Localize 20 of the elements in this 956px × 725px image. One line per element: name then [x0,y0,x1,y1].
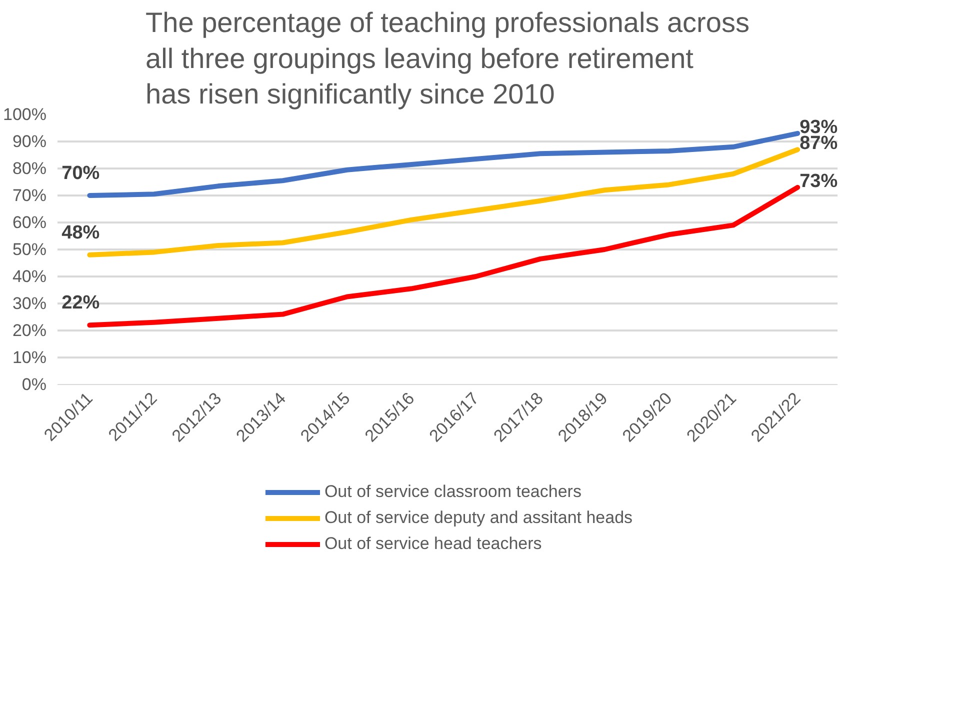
y-tick-label: 60% [12,213,47,232]
legend-label: Out of service classroom teachers [324,482,582,502]
y-tick-label: 30% [12,294,47,313]
y-tick-label: 40% [12,267,47,286]
y-tick-label: 100% [3,105,47,124]
legend-label: Out of service head teachers [324,534,542,554]
data-label: 73% [800,170,838,192]
data-label: 87% [800,133,838,154]
legend-label: Out of service deputy and assitant heads [324,508,633,528]
y-tick-label: 70% [12,186,47,205]
y-tick-label: 80% [12,159,47,178]
y-tick-label: 50% [12,240,47,259]
data-label: 22% [62,292,100,314]
data-label: 48% [62,222,100,244]
data-label: 70% [62,163,100,184]
y-tick-label: 20% [12,321,47,340]
y-tick-label: 10% [12,348,47,367]
chart-title: The percentage of teaching professionals across all three groupings leaving before retirement has risen significantly since 2010 [146,7,750,110]
y-tick-label: 0% [22,375,47,394]
y-tick-label: 90% [12,132,47,151]
